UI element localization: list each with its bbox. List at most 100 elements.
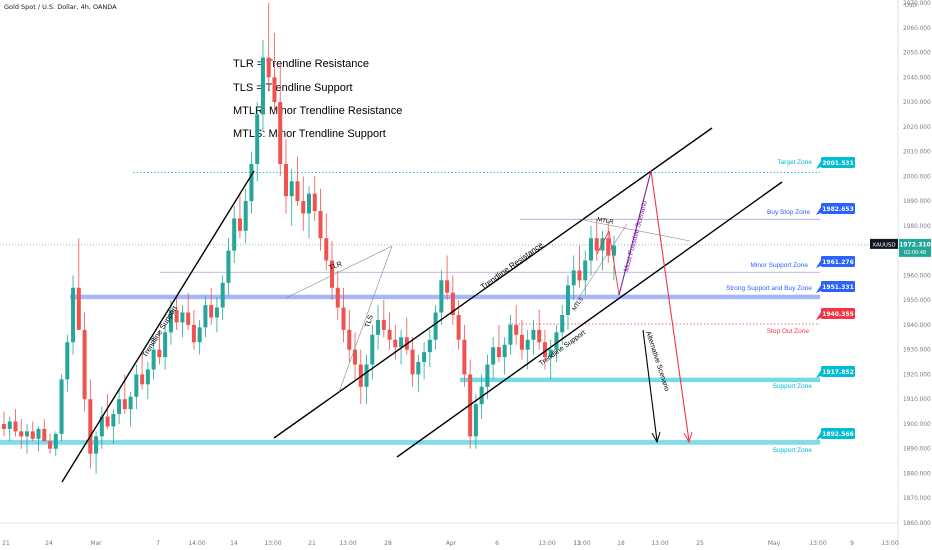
trendline-support-channel bbox=[396, 181, 783, 458]
candle-body bbox=[358, 364, 363, 387]
countdown-value: 02:00:48 bbox=[904, 250, 926, 256]
candle-body bbox=[71, 287, 76, 343]
chart-title: Gold Spot / U.S. Dollar, 4h, OANDA bbox=[4, 3, 117, 11]
candle-body bbox=[151, 349, 156, 370]
y-tick-label: 2070.000 bbox=[903, 1, 931, 7]
x-tick-label: 13:00 bbox=[573, 540, 590, 547]
candle-body bbox=[295, 181, 300, 202]
y-tick-label: 1900.000 bbox=[903, 422, 931, 428]
candle-body bbox=[341, 307, 346, 330]
candle-body bbox=[393, 339, 398, 348]
zone-label: Stop Out Zone bbox=[767, 328, 810, 335]
most-possible-path bbox=[618, 170, 652, 296]
candle-body bbox=[387, 329, 392, 340]
price-tag-value: 1951.331 bbox=[822, 284, 854, 291]
candle-body bbox=[381, 319, 386, 330]
price-tag bbox=[821, 428, 855, 439]
x-tick-label: Apr bbox=[446, 540, 457, 547]
price-tag-pointer bbox=[816, 370, 823, 378]
y-tick-label: 1920.000 bbox=[903, 372, 931, 378]
price-tag bbox=[821, 308, 855, 319]
candle-body bbox=[260, 57, 265, 115]
price-tag-pointer bbox=[816, 161, 823, 169]
candle-body bbox=[594, 238, 599, 251]
alternative-arrow bbox=[651, 431, 661, 444]
grid bbox=[0, 0, 899, 550]
scenario-drop bbox=[650, 170, 690, 442]
candle-body bbox=[76, 287, 81, 330]
candle-body bbox=[53, 433, 58, 449]
x-tick-label: 24 bbox=[45, 540, 53, 547]
zone-label: Target Zone bbox=[777, 159, 812, 166]
y-tick-label: 1990.000 bbox=[903, 199, 931, 205]
y-tick-label: 1860.000 bbox=[903, 521, 931, 527]
x-tick-label: 25 bbox=[696, 540, 704, 547]
x-tick-label: 21 bbox=[308, 540, 316, 547]
price-tag bbox=[821, 366, 855, 377]
candle-body bbox=[606, 238, 611, 256]
time-axis: 21 24 Mar 7 14:00 14 13:00 21 13:00 28 Apr 6 13:00 11… bbox=[2, 540, 899, 547]
trendlines bbox=[61, 127, 783, 483]
price-tag-pointer bbox=[816, 207, 823, 215]
candle-body bbox=[416, 362, 421, 375]
x-tick-label: 7 bbox=[156, 540, 160, 547]
y-tick-label: 1940.000 bbox=[903, 323, 931, 329]
candle-body bbox=[485, 364, 490, 387]
price-tag bbox=[821, 281, 855, 292]
y-tick-label: 2000.000 bbox=[903, 174, 931, 180]
candle-body bbox=[353, 349, 358, 365]
candle-body bbox=[232, 218, 237, 251]
tlr-label: TLR bbox=[328, 261, 343, 272]
zone-label: Support Zone bbox=[773, 383, 813, 390]
candle-body bbox=[445, 280, 450, 293]
candle-body bbox=[105, 416, 110, 427]
price-labels: Target Zone 2001.531 Buy Stop Zone 1982.653… bbox=[726, 157, 931, 454]
x-tick-label: Mar bbox=[90, 540, 102, 547]
candle-body bbox=[272, 77, 277, 103]
x-tick-label: 18 bbox=[617, 540, 625, 547]
candle-body bbox=[7, 421, 12, 429]
scenario-red-2 bbox=[608, 230, 620, 296]
candle-body bbox=[128, 396, 133, 410]
scenario-drop-arrow bbox=[683, 431, 693, 444]
x-tick-label: 13:00 bbox=[881, 540, 898, 547]
candle-body bbox=[42, 428, 47, 442]
candle-body bbox=[1, 423, 7, 429]
candle-body bbox=[203, 305, 208, 328]
candle-body bbox=[318, 211, 323, 239]
candle-body bbox=[324, 238, 329, 261]
candle-body bbox=[554, 332, 559, 350]
price-tag-value: 1982.653 bbox=[822, 206, 854, 213]
candle-body bbox=[542, 342, 547, 358]
y-tick-label: 2020.000 bbox=[903, 125, 931, 131]
y-tick-label: 2030.000 bbox=[903, 100, 931, 106]
candle-body bbox=[531, 329, 536, 340]
zone-label: Buy Stop Zone bbox=[767, 209, 810, 216]
candle-body bbox=[266, 57, 271, 78]
y-tick-label: 1880.000 bbox=[903, 471, 931, 477]
candle-body bbox=[364, 364, 369, 387]
candle-body bbox=[220, 282, 225, 308]
y-tick-label: 2040.000 bbox=[903, 75, 931, 81]
candle-body bbox=[255, 114, 260, 164]
most-possible-scenario-label: Most Possible Scenario bbox=[623, 200, 649, 273]
candle-body bbox=[496, 347, 501, 358]
x-tick-label: 9 bbox=[850, 540, 854, 547]
candle-body bbox=[525, 339, 530, 350]
x-tick-label: 28 bbox=[384, 540, 392, 547]
trendline-resistance-channel bbox=[273, 127, 713, 439]
candle-body bbox=[36, 428, 41, 439]
x-tick-label: 11 bbox=[573, 540, 581, 547]
zones bbox=[0, 172, 898, 445]
alternative-path bbox=[642, 329, 658, 442]
y-tick-label: 1910.000 bbox=[903, 397, 931, 403]
support-zone-band bbox=[460, 377, 820, 383]
price-tag-value: 1961.276 bbox=[822, 259, 854, 266]
y-tick-label: 1930.000 bbox=[903, 348, 931, 354]
candle-body bbox=[180, 312, 185, 323]
candle-body bbox=[571, 270, 576, 286]
candle-body bbox=[186, 312, 191, 325]
candle-body bbox=[157, 349, 162, 358]
candle-body bbox=[427, 339, 432, 353]
